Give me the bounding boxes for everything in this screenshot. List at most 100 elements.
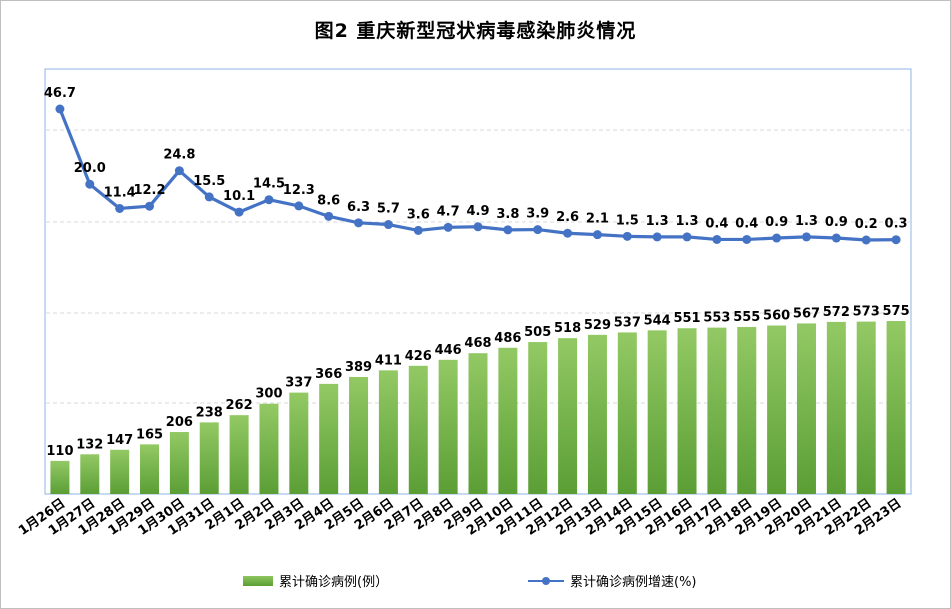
line-data-label: 1.5	[616, 213, 639, 228]
line-data-label: 24.8	[163, 148, 195, 163]
bar-data-label: 411	[375, 353, 402, 368]
growth-rate-point	[145, 201, 155, 211]
bar-data-label: 560	[763, 309, 790, 324]
bar-cumulative-cases	[498, 347, 518, 494]
bar-data-label: 486	[494, 331, 521, 346]
bar-cumulative-cases	[647, 330, 667, 494]
line-data-label: 14.5	[253, 177, 285, 192]
line-data-label: 1.3	[646, 214, 669, 229]
bar-cumulative-cases	[169, 432, 189, 494]
bar-data-label: 575	[882, 304, 909, 319]
growth-rate-point	[294, 201, 304, 211]
legend-label-cumulative-cases: 累计确诊病例(例）	[279, 575, 389, 590]
line-data-label: 3.9	[526, 207, 549, 222]
line-data-label: 0.4	[735, 216, 758, 231]
line-data-label: 11.4	[104, 185, 136, 200]
line-data-label: 2.6	[556, 210, 579, 225]
growth-rate-point	[234, 207, 244, 217]
growth-rate-point	[682, 232, 692, 242]
line-data-label: 0.9	[765, 215, 788, 230]
bar-data-label: 553	[703, 311, 730, 326]
bar-data-label: 537	[614, 315, 641, 330]
line-data-label: 1.3	[795, 214, 818, 229]
bar-cumulative-cases	[378, 370, 398, 494]
bar-cumulative-cases	[408, 365, 428, 494]
growth-rate-point	[204, 192, 214, 202]
bar-data-label: 518	[554, 321, 581, 336]
growth-rate-point	[55, 104, 65, 114]
legend-bar-swatch	[243, 575, 273, 586]
bar-data-label: 110	[46, 444, 73, 459]
growth-rate-point	[264, 195, 274, 205]
bar-data-label: 544	[644, 313, 671, 328]
bar-cumulative-cases	[587, 334, 607, 494]
line-data-label: 4.9	[466, 204, 489, 219]
bar-cumulative-cases	[259, 403, 279, 494]
bar-data-label: 206	[166, 415, 193, 430]
bar-data-label: 337	[285, 376, 312, 391]
bar-data-label: 573	[853, 305, 880, 320]
growth-rate-point	[473, 222, 483, 232]
bar-cumulative-cases	[229, 415, 249, 494]
bar-cumulative-cases	[289, 392, 309, 494]
bar-data-label: 567	[793, 306, 820, 321]
bar-cumulative-cases	[199, 422, 219, 494]
line-data-label: 8.6	[317, 193, 340, 208]
growth-rate-point	[115, 203, 125, 213]
growth-rate-point	[801, 232, 811, 242]
growth-rate-point	[324, 211, 334, 221]
line-data-label: 12.3	[283, 183, 315, 198]
bar-cumulative-cases	[856, 321, 876, 494]
growth-rate-point	[772, 233, 782, 243]
bar-data-label: 426	[405, 349, 432, 364]
bar-cumulative-cases	[528, 342, 548, 494]
bar-cumulative-cases	[349, 376, 369, 494]
line-data-label: 2.1	[586, 212, 609, 227]
bar-cumulative-cases	[50, 460, 70, 494]
bar-cumulative-cases	[796, 323, 816, 494]
growth-rate-point	[413, 225, 423, 235]
line-data-label: 4.7	[437, 204, 460, 219]
bar-cumulative-cases	[140, 444, 160, 494]
bar-cumulative-cases	[707, 327, 727, 494]
bar-data-label: 132	[76, 437, 103, 452]
line-data-label: 6.3	[347, 200, 370, 215]
bar-data-label: 572	[823, 305, 850, 320]
growth-rate-point	[85, 179, 95, 189]
bar-data-label: 529	[584, 318, 611, 333]
line-data-label: 1.3	[676, 214, 699, 229]
line-data-label: 12.2	[133, 183, 165, 198]
bar-cumulative-cases	[558, 338, 578, 494]
bar-cumulative-cases	[110, 449, 130, 494]
growth-rate-point	[174, 166, 184, 176]
bar-cumulative-cases	[826, 321, 846, 494]
growth-rate-point	[533, 225, 543, 235]
bar-cumulative-cases	[319, 383, 339, 494]
growth-rate-point	[383, 220, 393, 230]
line-data-label: 3.6	[407, 207, 430, 222]
bar-data-label: 551	[673, 311, 700, 326]
bar-data-label: 165	[136, 427, 163, 442]
growth-rate-point	[712, 234, 722, 244]
bar-cumulative-cases	[617, 332, 637, 494]
line-data-label: 10.1	[223, 189, 255, 204]
growth-rate-point	[592, 230, 602, 240]
legend-item-growth-rate: 累计确诊病例增速(%)	[528, 571, 697, 590]
line-data-label: 0.4	[705, 216, 728, 231]
bar-cumulative-cases	[438, 359, 458, 494]
bar-cumulative-cases	[886, 321, 906, 494]
growth-rate-point	[443, 222, 453, 232]
legend: 累计确诊病例(例） 累计确诊病例增速(%)	[0, 571, 951, 595]
bar-data-label: 389	[345, 360, 372, 375]
legend-label-growth-rate: 累计确诊病例增速(%)	[570, 575, 697, 590]
bar-cumulative-cases	[737, 327, 757, 494]
line-data-label: 0.3	[885, 217, 908, 232]
line-data-label: 3.8	[496, 207, 519, 222]
growth-rate-point	[652, 232, 662, 242]
line-data-label: 46.7	[44, 86, 76, 101]
bar-data-label: 262	[226, 398, 253, 413]
bar-data-label: 468	[464, 336, 491, 351]
growth-rate-point	[354, 218, 364, 228]
